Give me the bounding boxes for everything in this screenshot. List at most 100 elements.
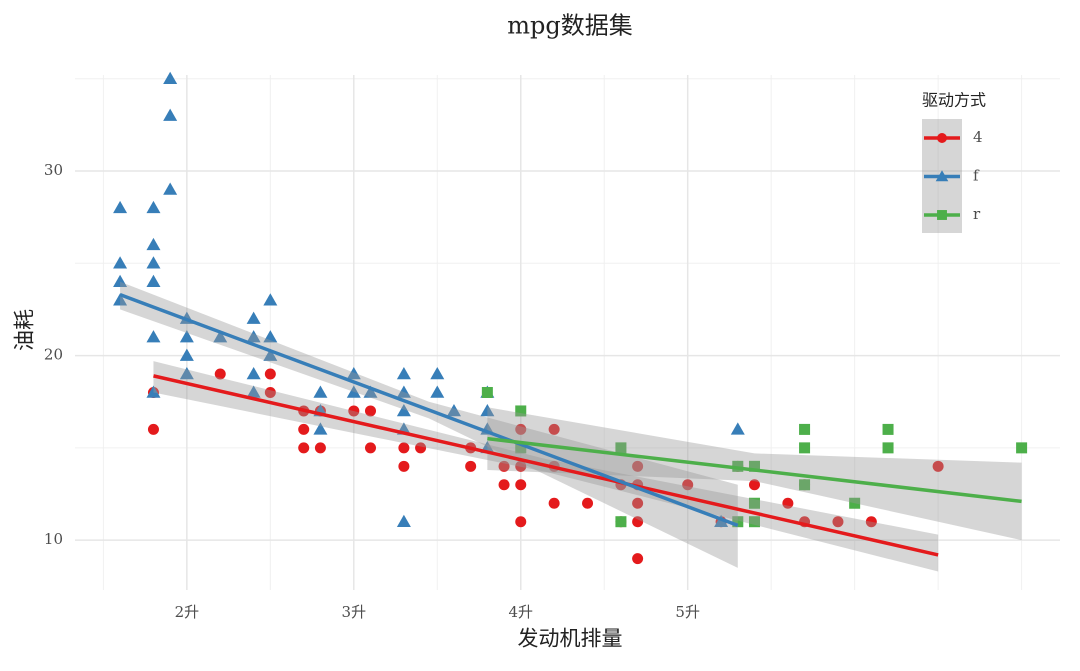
point <box>548 497 560 509</box>
point <box>365 442 376 454</box>
point <box>615 516 627 528</box>
point <box>582 497 594 509</box>
point <box>515 405 527 417</box>
point <box>632 497 644 509</box>
x-tick-label: 5升 <box>675 603 700 621</box>
point <box>179 367 194 380</box>
point <box>849 497 861 509</box>
point <box>396 367 411 380</box>
point <box>515 442 527 454</box>
grid <box>75 75 1060 590</box>
point <box>799 479 811 491</box>
point <box>346 367 361 380</box>
point <box>313 422 328 435</box>
point <box>363 385 378 398</box>
point <box>748 516 760 528</box>
point <box>146 330 161 343</box>
point <box>179 330 194 343</box>
point <box>632 516 644 528</box>
confidence-band <box>487 407 1022 541</box>
point <box>481 386 493 398</box>
y-tick-label: 20 <box>44 346 63 364</box>
legend-label: f <box>973 167 980 185</box>
point <box>548 423 560 435</box>
point <box>430 385 445 398</box>
point <box>799 442 811 454</box>
point <box>146 237 161 251</box>
point <box>246 311 261 324</box>
point <box>147 423 159 435</box>
point <box>465 460 477 472</box>
point <box>515 423 527 435</box>
legend-marker <box>937 133 947 143</box>
point <box>146 256 161 269</box>
point <box>396 403 411 417</box>
point <box>263 330 278 343</box>
point <box>396 385 411 398</box>
point <box>163 71 178 84</box>
point <box>632 553 644 565</box>
point <box>246 330 261 343</box>
point <box>264 386 276 398</box>
point <box>1016 442 1028 454</box>
point <box>632 460 644 472</box>
point <box>146 385 161 398</box>
point <box>446 403 461 417</box>
point <box>730 422 745 435</box>
point <box>615 442 627 454</box>
point <box>515 460 527 472</box>
confidence-band <box>120 281 738 568</box>
point <box>263 348 278 361</box>
point <box>365 405 376 417</box>
point <box>515 479 527 491</box>
legend-marker <box>937 210 947 220</box>
x-tick-label: 2升 <box>175 603 200 621</box>
point <box>748 497 760 509</box>
fit-line <box>487 436 1022 504</box>
y-axis-label: 油耗 <box>13 309 37 351</box>
fit-line <box>119 293 739 528</box>
legend-label: r <box>973 205 981 223</box>
legend-label: 4 <box>973 128 983 146</box>
legend-marker <box>935 170 949 182</box>
point <box>882 442 894 454</box>
legend: 驱动方式 4 f r <box>922 91 986 233</box>
x-tick-label: 4升 <box>508 603 533 621</box>
point <box>932 460 944 472</box>
point <box>298 423 310 435</box>
point <box>498 479 510 491</box>
point <box>732 516 744 528</box>
point <box>748 479 760 491</box>
point <box>213 330 228 343</box>
point <box>346 385 361 398</box>
point <box>298 442 310 454</box>
legend-title: 驱动方式 <box>922 91 986 110</box>
point <box>179 348 194 361</box>
point <box>146 274 161 287</box>
point <box>398 460 410 472</box>
point <box>313 385 328 398</box>
point <box>113 200 128 214</box>
point <box>246 385 261 398</box>
point <box>415 442 427 454</box>
point <box>113 293 128 306</box>
point <box>832 516 844 528</box>
point <box>348 405 360 417</box>
point <box>214 368 226 380</box>
x-tick-label: 3升 <box>342 603 367 621</box>
point <box>163 108 178 121</box>
point <box>146 200 161 214</box>
point <box>865 516 877 528</box>
point <box>515 516 527 528</box>
point <box>396 514 411 527</box>
point <box>398 442 410 454</box>
y-tick-label: 30 <box>44 161 63 179</box>
point <box>430 367 445 380</box>
chart-title: mpg数据集 <box>507 12 632 40</box>
point <box>882 423 894 435</box>
point <box>314 442 326 454</box>
point <box>163 182 178 195</box>
point <box>246 367 261 380</box>
point <box>682 479 694 491</box>
point <box>113 274 128 287</box>
